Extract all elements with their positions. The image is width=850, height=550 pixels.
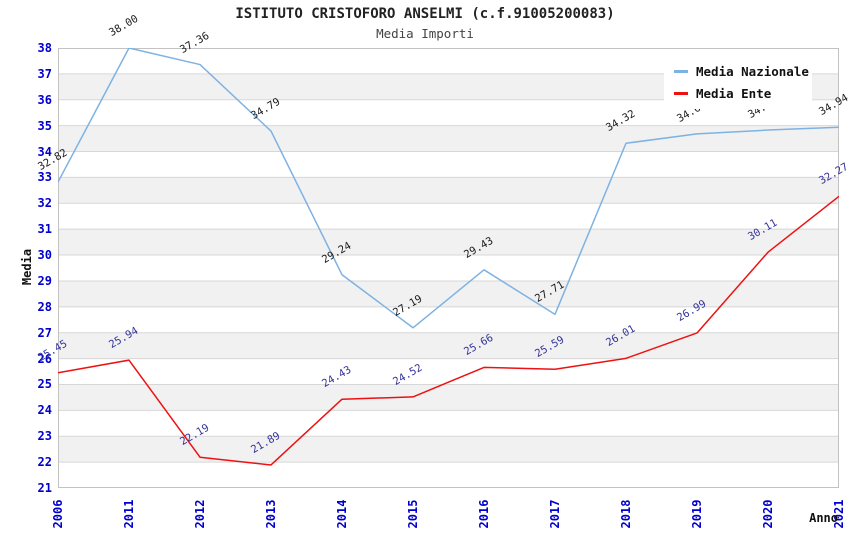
series-line-0: [58, 48, 839, 329]
x-tick-label: 2018: [619, 499, 633, 529]
grid-band: [58, 151, 839, 178]
y-tick-label: 35: [37, 118, 52, 133]
legend-entry-media-nazionale[interactable]: Media Nazionale: [674, 64, 809, 79]
x-tick-label: 2017: [548, 499, 562, 529]
legend-label-media-nazionale: Media Nazionale: [696, 64, 809, 79]
x-tick-label: 2006: [51, 499, 65, 529]
y-tick-label: 30: [37, 248, 52, 263]
y-tick-label: 28: [37, 299, 52, 314]
grid-band: [58, 332, 839, 359]
grid-band: [58, 229, 839, 256]
x-tick-label: 2016: [477, 499, 491, 529]
grid-band: [58, 177, 839, 204]
grid-band: [58, 125, 839, 152]
chart-subtitle: Media Importi: [376, 26, 474, 41]
grid-band: [58, 306, 839, 333]
y-tick-label: 26: [37, 351, 52, 366]
y-tick-label: 31: [37, 222, 52, 237]
x-tick-label: 2011: [122, 499, 136, 529]
y-tick-label: 32: [37, 196, 52, 211]
x-axis-title: Anno: [809, 511, 838, 525]
y-tick-label: 27: [37, 325, 52, 340]
legend: Media Nazionale Media Ente: [664, 57, 812, 109]
x-tick-label: 2013: [264, 499, 278, 529]
grid-band: [58, 203, 839, 230]
x-tick-label: 2020: [761, 499, 775, 529]
legend-swatch-media-ente: [674, 92, 688, 95]
grid-band: [58, 358, 839, 385]
legend-entry-media-ente[interactable]: Media Ente: [674, 86, 802, 101]
x-tick-label: 2014: [335, 499, 349, 529]
x-tick-label: 2019: [690, 499, 704, 529]
y-axis-title: Media: [20, 248, 34, 286]
grid-band: [58, 280, 839, 307]
grid-band: [58, 462, 839, 488]
y-tick-label: 22: [37, 455, 52, 470]
y-tick-label: 33: [37, 170, 52, 185]
data-point-label-0: 38.00: [107, 12, 141, 39]
y-tick-label: 36: [37, 92, 52, 107]
y-tick-label: 21: [37, 481, 52, 495]
x-tick-label: 2012: [193, 499, 207, 529]
plot-canvas: [58, 48, 839, 488]
y-tick-label: 38: [37, 41, 52, 55]
x-tick-label: 2015: [406, 499, 420, 529]
series-line-1: [58, 195, 839, 466]
y-tick-label: 34: [37, 144, 52, 159]
y-tick-label: 37: [37, 66, 52, 81]
y-tick-label: 25: [37, 377, 52, 392]
grid-band: [58, 436, 839, 463]
y-tick-label: 24: [37, 403, 52, 418]
grid-band: [58, 384, 839, 411]
grid-band: [58, 410, 839, 437]
chart-title: ISTITUTO CRISTOFORO ANSELMI (c.f.9100520…: [235, 6, 615, 22]
grid-band: [58, 255, 839, 281]
legend-swatch-media-nazionale: [674, 70, 688, 73]
plot-border: [58, 48, 839, 488]
y-tick-label: 23: [37, 429, 52, 444]
y-tick-label: 29: [37, 273, 52, 288]
legend-label-media-ente: Media Ente: [696, 86, 772, 101]
